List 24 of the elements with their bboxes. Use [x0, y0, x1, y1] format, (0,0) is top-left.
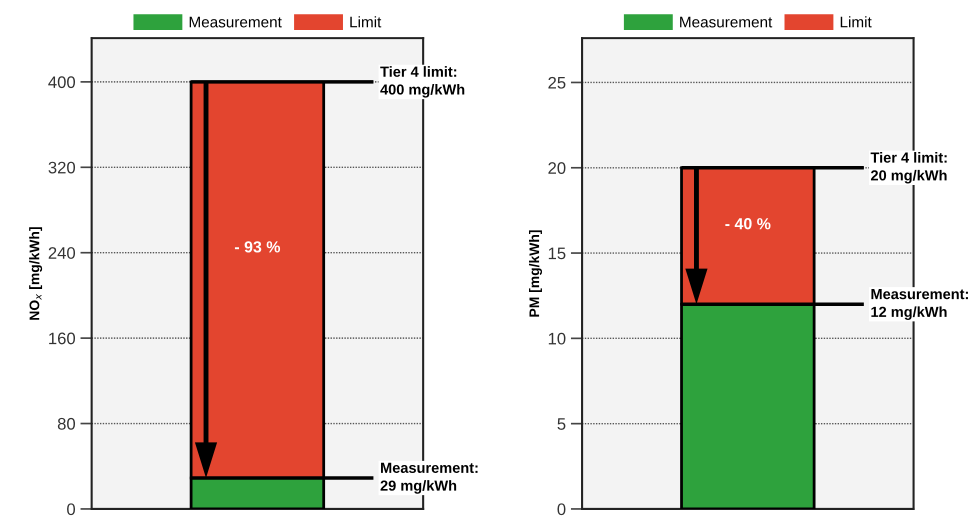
ref-line-label: Tier 4 limit: 20 mg/kWh — [870, 152, 947, 184]
legend-label: Limit — [350, 16, 382, 28]
y-tick-label: 10 — [548, 332, 566, 345]
y-axis-title: PM [mg/kWh] — [529, 230, 542, 317]
y-tick-label: 320 — [48, 162, 76, 174]
y-tick-label: 20 — [548, 162, 566, 174]
y-tick-label: 160 — [49, 332, 76, 344]
y-tick-label: 0 — [67, 503, 76, 516]
ref-line-label: Measurement: 12 mg/kWh — [871, 289, 968, 320]
legend-label: Measurement — [680, 16, 772, 28]
legend-label: Measurement — [190, 16, 282, 28]
ref-line-label: Measurement: 29 mg/kWh — [380, 462, 478, 494]
legend-label: Limit — [840, 16, 872, 28]
y-tick-label: 15 — [548, 248, 566, 260]
y-axis-title: NO$_{x}$ [mg/kWh] — [29, 227, 42, 320]
y-tick-label: 0 — [557, 503, 566, 516]
y-tick-label: 5 — [558, 418, 566, 430]
annotation: - 93 % — [234, 241, 280, 253]
annotation: - 40 % — [725, 218, 770, 230]
y-tick-label: 400 — [48, 76, 76, 88]
y-tick-label: 80 — [58, 418, 76, 430]
y-tick-label: 240 — [48, 247, 76, 259]
ref-line-label: Tier 4 limit: 400 mg/kWh — [380, 66, 464, 98]
y-tick-label: 25 — [548, 76, 566, 89]
